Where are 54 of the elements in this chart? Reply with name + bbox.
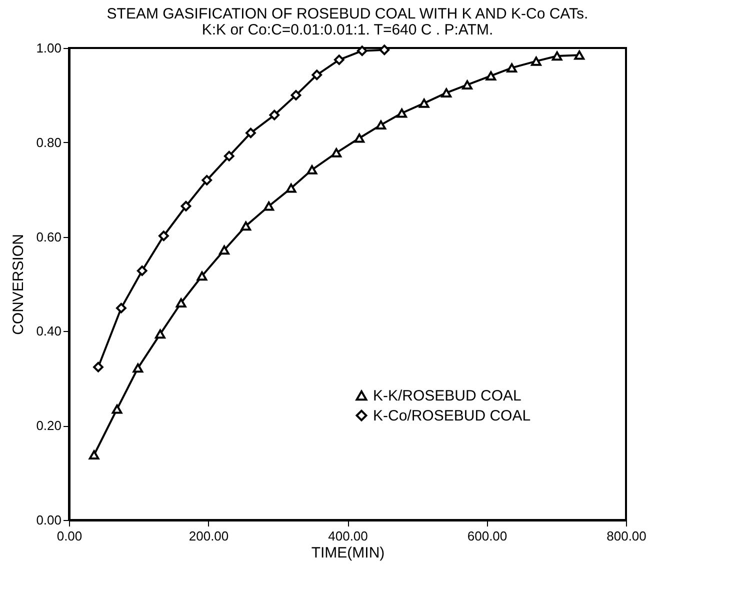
point (306, 165, 318, 174)
x-tick-label: 800.00 (606, 528, 646, 544)
point (286, 184, 296, 193)
point (224, 150, 234, 162)
point (88, 450, 100, 460)
point (240, 221, 252, 231)
point (269, 110, 280, 120)
point (132, 363, 144, 373)
point (196, 271, 208, 281)
x-tick-label: 0.00 (56, 528, 82, 544)
point (531, 56, 542, 66)
point (379, 44, 390, 56)
point (331, 148, 342, 158)
point (506, 63, 517, 72)
point (486, 71, 496, 80)
x-tick-label: 600.00 (467, 528, 508, 544)
point (202, 174, 212, 186)
point (116, 302, 126, 314)
chart-subtitle: K:K or Co:C=0.01:0.01:1. T=640 C . P:ATM. (202, 22, 494, 39)
point (180, 200, 192, 212)
point (356, 46, 368, 56)
point (376, 120, 386, 130)
y-tick-label: 0.60 (36, 229, 62, 244)
x-tick-label: 400.00 (328, 528, 368, 544)
x-tick-label: 200.00 (188, 528, 229, 544)
point (112, 404, 122, 414)
point (396, 108, 407, 118)
point (462, 80, 472, 90)
point (136, 266, 148, 276)
y-tick-label: 0.40 (36, 324, 62, 339)
point (93, 362, 104, 372)
point (312, 70, 322, 80)
chart-title: STEAM GASIFICATION OF ROSEBUD COAL WITH K AND K-Co CATs. (106, 6, 588, 23)
point (246, 128, 256, 138)
point (155, 329, 166, 339)
x-axis-title: TIME(MIN) (311, 544, 385, 562)
y-tick-label: 0.20 (36, 418, 62, 434)
point (574, 50, 585, 60)
point (219, 245, 230, 255)
point (441, 88, 452, 98)
point (552, 51, 562, 61)
point (158, 230, 169, 242)
point (264, 201, 274, 211)
point (176, 298, 186, 308)
y-tick-label: 0.80 (36, 134, 62, 150)
y-tick-label: 0.00 (36, 512, 62, 528)
y-axis-title: CONVERSION (10, 234, 28, 335)
legend-label: K-Co/ROSEBUD COAL (373, 408, 531, 424)
y-tick-label: 1.00 (36, 40, 62, 56)
point (290, 90, 302, 100)
point (354, 134, 365, 143)
point (334, 54, 344, 65)
legend-label: K-K/ROSEBUD COAL (373, 388, 522, 404)
point (418, 98, 430, 108)
